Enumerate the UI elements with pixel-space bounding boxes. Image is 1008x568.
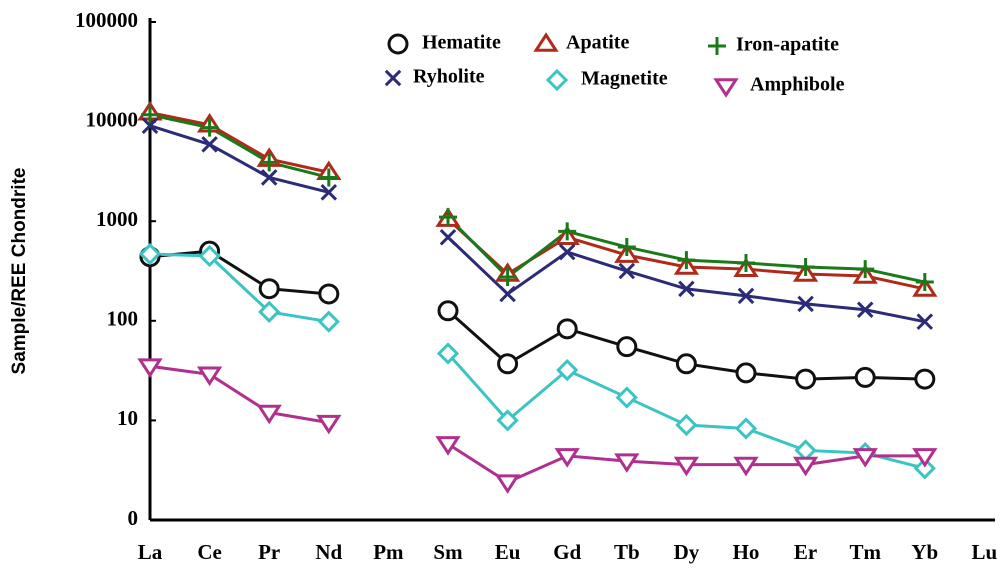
x-tick-label: Ho: [733, 540, 760, 564]
data-point: [260, 169, 278, 186]
x-tick-label: Gd: [553, 540, 581, 564]
data-point: [558, 243, 576, 261]
data-point: [316, 414, 342, 435]
data-point: [734, 417, 758, 440]
data-point: [616, 336, 638, 358]
x-tick-label: Nd: [315, 540, 342, 564]
data-point: [795, 368, 817, 390]
legend-marker: [545, 68, 569, 92]
series-line: [149, 111, 926, 291]
data-point: [733, 456, 759, 477]
data-point: [318, 283, 340, 305]
legend-marker: [387, 33, 409, 55]
data-point: [677, 251, 696, 270]
data-point: [737, 287, 755, 305]
y-tick-label: 10000: [86, 107, 139, 131]
data-point: [497, 353, 519, 375]
legend-label: Magnetite: [581, 68, 668, 90]
data-point: [856, 301, 874, 319]
x-tick-label: Pm: [373, 540, 404, 564]
x-tick-label: Ce: [197, 540, 222, 564]
legend-label: Apatite: [566, 32, 629, 54]
data-point: [556, 358, 579, 382]
data-point: [678, 280, 695, 298]
data-point: [258, 278, 280, 300]
y-tick-label: 1000: [96, 207, 138, 231]
data-point: [792, 456, 819, 477]
data-point: [141, 117, 159, 134]
data-point: [797, 295, 814, 313]
data-point: [200, 118, 219, 137]
data-point: [320, 184, 338, 201]
data-point: [735, 362, 757, 384]
data-point: [558, 222, 577, 241]
data-point: [614, 453, 640, 473]
data-point: [675, 413, 698, 437]
data-point: [196, 366, 223, 387]
x-tick-label: Er: [794, 540, 817, 564]
x-tick-label: Tm: [849, 540, 881, 564]
y-tick-label: 100: [107, 307, 139, 331]
data-point: [499, 285, 516, 303]
data-point: [201, 136, 218, 153]
data-point: [436, 342, 460, 365]
data-point: [737, 254, 755, 273]
data-point: [435, 436, 461, 456]
data-point: [494, 474, 521, 494]
data-point: [796, 257, 815, 276]
legend-label: Ryholite: [413, 66, 485, 88]
data-point: [615, 386, 638, 409]
legend-label: Amphibole: [750, 74, 845, 96]
x-tick-label: Dy: [674, 540, 700, 564]
data-point: [916, 313, 934, 330]
data-point: [912, 448, 938, 468]
data-point: [498, 268, 517, 287]
legend-label: Hematite: [422, 32, 501, 54]
data-point: [794, 439, 817, 462]
x-tick-label: Sm: [433, 540, 463, 564]
x-tick-label: La: [138, 540, 163, 564]
x-tick-label: Eu: [495, 540, 521, 564]
data-point: [617, 238, 636, 257]
data-point: [856, 260, 875, 279]
legend-marker: [384, 69, 402, 87]
x-tick-label: Tb: [614, 540, 640, 564]
y-tick-label: 100000: [75, 8, 138, 32]
data-point: [675, 353, 697, 375]
data-point: [319, 168, 338, 187]
data-point: [258, 300, 281, 323]
data-point: [256, 404, 282, 425]
data-point: [914, 368, 936, 390]
legend-marker: [708, 37, 726, 55]
x-tick-label: Lu: [972, 540, 998, 564]
data-point: [915, 273, 934, 292]
data-point: [260, 153, 279, 172]
y-tick-label: 10: [117, 406, 138, 430]
data-point: [618, 262, 636, 280]
data-point: [317, 310, 340, 333]
legend-label: Iron-apatite: [736, 34, 839, 56]
data-point: [554, 448, 580, 468]
data-point: [913, 457, 936, 480]
data-point: [137, 358, 163, 378]
x-tick-label: Pr: [258, 540, 280, 564]
legend-marker: [533, 32, 559, 52]
data-point: [854, 366, 876, 388]
x-tick-label: Yb: [911, 540, 938, 564]
data-point: [439, 208, 457, 227]
data-point: [496, 409, 519, 432]
data-point: [138, 242, 162, 266]
data-point: [198, 244, 221, 268]
data-point: [439, 228, 457, 246]
y-tick-label: 0: [128, 506, 139, 530]
data-point: [141, 105, 159, 124]
data-point: [437, 300, 459, 322]
data-point: [852, 448, 878, 468]
legend-marker: [713, 78, 739, 98]
y-axis-label: Sample/REE Chondrite: [9, 168, 30, 375]
data-point: [556, 318, 578, 340]
data-point: [673, 456, 700, 477]
